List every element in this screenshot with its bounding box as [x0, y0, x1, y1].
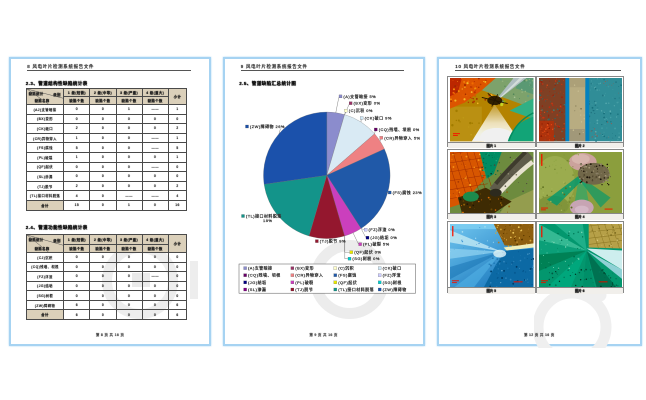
svg-text:(SG)树根: (SG)树根 [382, 280, 401, 285]
svg-text:(ZW)障碍物 26%: (ZW)障碍物 26% [249, 124, 284, 129]
svg-text:(CR)异物穿入: (CR)异物穿入 [295, 273, 323, 278]
svg-text:(CQ)残墙、坝根: (CQ)残墙、坝根 [248, 273, 281, 278]
svg-text:(CR)异物穿入 5%: (CR)异物穿入 5% [384, 135, 420, 140]
svg-text:(A)支管暗接 5%: (A)支管暗接 5% [343, 94, 376, 99]
svg-text:(TL)接口材料脱落: (TL)接口材料脱落 [245, 214, 281, 219]
svg-text:(TJ)脱节 9%: (TJ)脱节 9% [319, 239, 345, 244]
svg-text:(C)沉积: (C)沉积 [338, 266, 354, 271]
svg-text:(PL)破裂: (PL)破裂 [295, 280, 313, 285]
svg-text:(CK)破口 9%: (CK)破口 9% [364, 116, 391, 121]
svg-text:(QF)起伏: (QF)起伏 [338, 280, 357, 285]
svg-text:(ZW)障碍物: (ZW)障碍物 [382, 287, 406, 292]
svg-text:(FZ)浮渣 0%: (FZ)浮渣 0% [368, 227, 395, 232]
svg-text:(A)支管暗接: (A)支管暗接 [248, 266, 273, 271]
svg-text:(BX)变形: (BX)变形 [295, 266, 314, 271]
svg-text:(CK)破口: (CK)破口 [382, 266, 401, 271]
svg-text:(TL)接口材料脱落: (TL)接口材料脱落 [338, 287, 374, 292]
svg-text:(FZ)浮渣: (FZ)浮渣 [382, 273, 400, 278]
svg-text:(BX)变形 0%: (BX)变形 0% [353, 101, 380, 106]
svg-text:(TJ)脱节: (TJ)脱节 [295, 287, 313, 292]
svg-text:(PL)破裂 5%: (PL)破裂 5% [363, 242, 390, 247]
svg-text:(JG)结垢 0%: (JG)结垢 0% [370, 235, 397, 240]
svg-text:(FS)腐蚀: (FS)腐蚀 [338, 273, 357, 278]
svg-text:(SG)树根 0%: (SG)树根 0% [352, 256, 379, 261]
svg-text:(CQ)残墙、坝根 0%: (CQ)残墙、坝根 0% [378, 127, 419, 132]
svg-text:(C)沉积 0%: (C)沉积 0% [348, 108, 372, 113]
svg-text:(FS)腐蚀 23%: (FS)腐蚀 23% [392, 190, 421, 195]
svg-text:18%: 18% [263, 218, 272, 223]
svg-text:(SL)渗漏: (SL)渗漏 [248, 287, 266, 292]
svg-text:(QF)起伏 0%: (QF)起伏 0% [354, 250, 381, 255]
svg-text:(JG)结垢: (JG)结垢 [248, 280, 267, 285]
